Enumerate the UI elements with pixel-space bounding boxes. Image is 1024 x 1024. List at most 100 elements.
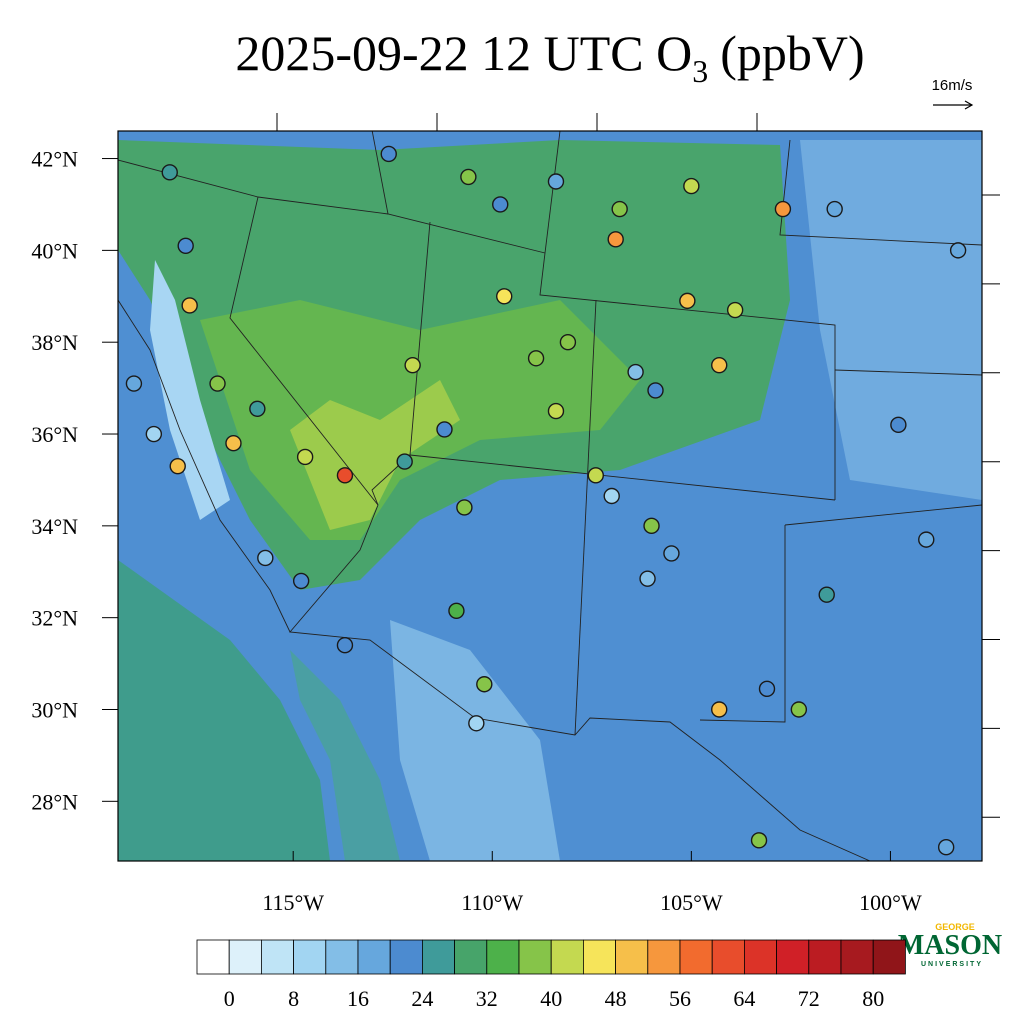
y-tick-label: 30°N bbox=[31, 697, 78, 722]
station bbox=[818, 586, 835, 603]
station bbox=[627, 363, 644, 381]
station bbox=[177, 237, 194, 254]
ocean bbox=[118, 560, 330, 861]
colorbar-swatch bbox=[679, 939, 713, 975]
station bbox=[468, 715, 485, 732]
colorbar-swatch bbox=[389, 939, 423, 975]
y-tick-label: 28°N bbox=[31, 789, 78, 814]
station bbox=[547, 402, 565, 420]
y-tick-label: 34°N bbox=[31, 514, 78, 539]
station bbox=[456, 499, 473, 516]
colorbar-label: 8 bbox=[288, 986, 299, 1011]
station bbox=[603, 487, 620, 505]
colorbar-swatch bbox=[615, 939, 649, 975]
station bbox=[711, 701, 728, 718]
ozone-field bbox=[390, 620, 560, 861]
station bbox=[249, 400, 266, 417]
y-tick-label: 40°N bbox=[31, 238, 78, 263]
title: 2025-09-22 12 UTC O3 (ppbV) bbox=[235, 25, 864, 89]
title-subscript: 3 bbox=[692, 53, 708, 89]
colorbar-label: 64 bbox=[733, 986, 755, 1011]
station bbox=[611, 200, 628, 218]
colorbar-swatch bbox=[421, 939, 455, 975]
station bbox=[145, 425, 163, 443]
logo: GEORGE MASON UNIVERSITY bbox=[898, 922, 1002, 968]
colorbar-swatch bbox=[357, 939, 391, 975]
station bbox=[679, 292, 696, 310]
station bbox=[949, 242, 967, 259]
station bbox=[257, 549, 274, 567]
station bbox=[404, 356, 421, 374]
station bbox=[181, 297, 198, 314]
station bbox=[711, 356, 728, 374]
colorbar-label: 56 bbox=[669, 986, 691, 1011]
station bbox=[225, 435, 242, 452]
colorbar-swatch bbox=[260, 939, 294, 975]
station bbox=[169, 457, 186, 475]
y-tick-label: 38°N bbox=[31, 330, 78, 355]
y-tick-label: 36°N bbox=[31, 422, 78, 447]
station bbox=[647, 382, 664, 399]
colorbar-swatch bbox=[872, 939, 906, 975]
map-area bbox=[118, 131, 982, 861]
colorbar-swatch bbox=[293, 939, 327, 975]
ozone-field bbox=[290, 380, 460, 530]
colorbar-label: 24 bbox=[411, 986, 433, 1011]
colorbar-label: 0 bbox=[224, 986, 235, 1011]
gulf bbox=[290, 650, 400, 861]
colorbar-swatch bbox=[776, 939, 810, 975]
colorbar-swatch bbox=[711, 939, 745, 975]
station bbox=[587, 467, 604, 484]
station bbox=[492, 196, 509, 213]
station bbox=[758, 680, 776, 698]
station bbox=[496, 288, 513, 305]
x-tick-label: 115°W bbox=[262, 890, 324, 915]
title-main: 2025-09-22 12 UTC O bbox=[235, 25, 692, 81]
station bbox=[726, 301, 744, 319]
colorbar-label: 16 bbox=[347, 986, 369, 1011]
station bbox=[890, 416, 907, 434]
station bbox=[918, 531, 935, 548]
station bbox=[436, 421, 453, 438]
colorbar-swatch bbox=[744, 939, 778, 975]
station bbox=[937, 839, 955, 856]
colorbar-swatch bbox=[228, 939, 262, 975]
colorbar-swatch bbox=[518, 939, 552, 975]
station bbox=[380, 145, 397, 163]
colorbar-swatch bbox=[454, 939, 488, 975]
station bbox=[643, 517, 660, 535]
station bbox=[790, 701, 808, 718]
logo-main: MASON bbox=[898, 930, 1002, 961]
logo-bottom: UNIVERSITY bbox=[921, 961, 983, 968]
station bbox=[559, 333, 577, 351]
station bbox=[683, 177, 700, 195]
colorbar-swatch bbox=[325, 939, 359, 975]
station bbox=[292, 572, 310, 590]
x-tick-label: 100°W bbox=[859, 890, 922, 915]
x-tick-label: 110°W bbox=[461, 890, 523, 915]
map-frame bbox=[117, 130, 983, 862]
station bbox=[639, 570, 656, 587]
x-tick-label: 105°W bbox=[660, 890, 723, 915]
station bbox=[663, 545, 680, 562]
station bbox=[296, 448, 314, 466]
colorbar-swatch bbox=[550, 939, 584, 975]
station bbox=[396, 453, 413, 470]
station bbox=[750, 832, 768, 849]
station bbox=[336, 467, 354, 484]
colorbar-swatch bbox=[486, 939, 520, 975]
colorbar-label: 40 bbox=[540, 986, 562, 1011]
colorbar-label: 32 bbox=[476, 986, 498, 1011]
logo-top: GEORGE bbox=[935, 922, 975, 932]
colorbar-swatch bbox=[840, 939, 874, 975]
station bbox=[209, 375, 226, 392]
colorbar-label: 48 bbox=[605, 986, 627, 1011]
station bbox=[460, 168, 477, 186]
vector-reference-label: 16m/s bbox=[932, 77, 973, 94]
state-borders bbox=[118, 131, 982, 861]
ozone-field bbox=[800, 140, 982, 500]
colorbar-swatch bbox=[196, 939, 230, 975]
station bbox=[826, 200, 843, 218]
station bbox=[774, 200, 792, 218]
